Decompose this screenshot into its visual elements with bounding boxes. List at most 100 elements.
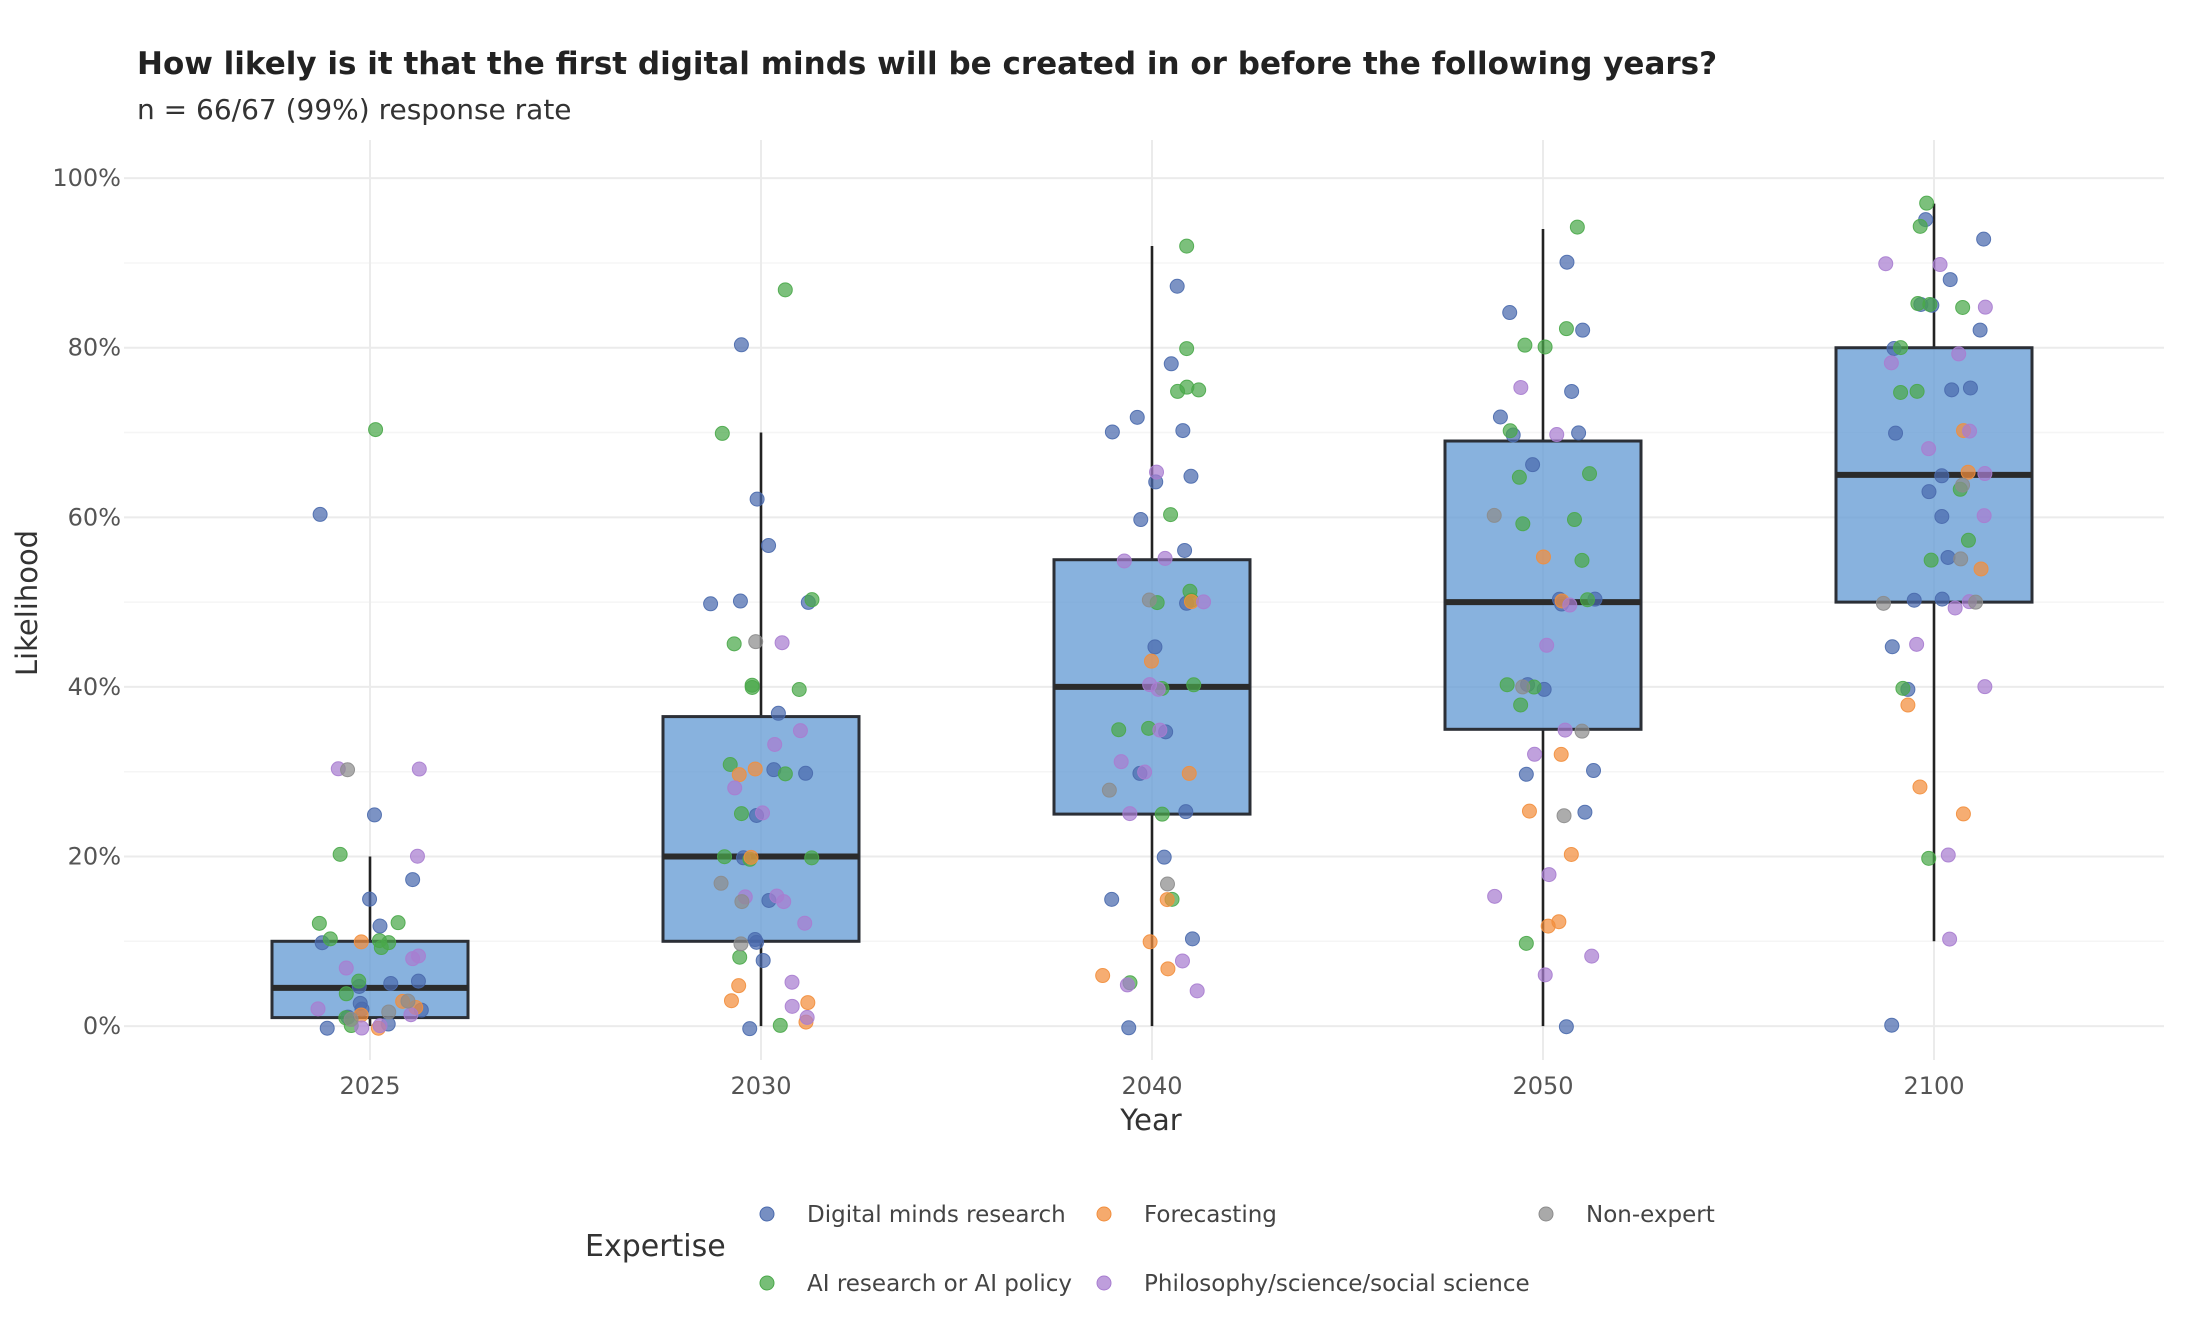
data-point <box>1888 425 1904 441</box>
data-point <box>1101 782 1117 798</box>
data-point <box>1571 425 1587 441</box>
data-point <box>1934 591 1950 607</box>
data-point <box>368 422 384 438</box>
boxplots <box>270 203 2034 1027</box>
data-point <box>1940 847 1956 863</box>
data-point <box>1557 722 1573 738</box>
data-point <box>1962 380 1978 396</box>
legend-key <box>759 1275 775 1291</box>
data-point <box>714 425 730 441</box>
data-point <box>1535 549 1551 565</box>
data-point <box>723 993 739 1009</box>
data-point <box>1923 552 1939 568</box>
data-point <box>792 723 808 739</box>
data-point <box>804 592 820 608</box>
data-point <box>769 888 785 904</box>
data-point <box>372 918 388 934</box>
chart-subtitle: n = 66/67 (99%) response rate <box>137 93 572 126</box>
data-point <box>1178 804 1194 820</box>
data-point <box>381 1004 397 1020</box>
data-point <box>1586 763 1602 779</box>
data-point <box>1556 808 1572 824</box>
data-point <box>1163 507 1179 523</box>
data-point <box>1184 931 1200 947</box>
data-point <box>1175 423 1191 439</box>
data-point <box>733 806 749 822</box>
data-point <box>1558 321 1574 337</box>
data-point <box>1487 888 1503 904</box>
data-point <box>1174 953 1190 969</box>
data-point <box>1900 697 1916 713</box>
data-point <box>1513 697 1529 713</box>
legend-key <box>759 1206 775 1222</box>
data-point <box>1141 592 1157 608</box>
data-point <box>732 593 748 609</box>
data-point <box>1156 849 1172 865</box>
data-point <box>1972 322 1988 338</box>
data-point <box>1511 469 1527 485</box>
data-point <box>1111 722 1127 738</box>
data-point <box>761 538 777 554</box>
data-point <box>1909 383 1925 399</box>
legend-label: AI research or AI policy <box>807 1271 1072 1297</box>
data-point <box>1179 379 1195 395</box>
data-point <box>372 1018 388 1034</box>
data-point <box>703 596 719 612</box>
data-point <box>1159 876 1175 892</box>
data-point <box>343 1011 359 1027</box>
legend-label: Non-expert <box>1586 1202 1715 1228</box>
legend-key <box>1096 1275 1112 1291</box>
data-point <box>731 767 747 783</box>
data-point <box>1551 914 1567 930</box>
data-point <box>1539 637 1555 653</box>
data-point <box>1579 592 1595 608</box>
data-point <box>1955 299 1971 315</box>
data-point <box>1183 468 1199 484</box>
data-point <box>1499 677 1515 693</box>
data-point <box>1884 639 1900 655</box>
data-point <box>726 636 742 652</box>
data-point <box>332 846 348 862</box>
data-point <box>1955 806 1971 822</box>
data-point <box>717 849 733 865</box>
data-point <box>1186 677 1202 693</box>
data-point <box>1955 477 1971 493</box>
chart-title: How likely is it that the first digital … <box>137 46 1717 82</box>
legend-key <box>1096 1206 1112 1222</box>
data-point <box>743 849 759 865</box>
data-point <box>1875 595 1891 611</box>
data-point <box>1895 680 1911 696</box>
data-point <box>1942 272 1958 288</box>
y-tick-label: 60% <box>68 503 121 531</box>
box <box>661 715 861 943</box>
data-point <box>713 875 729 891</box>
data-point <box>1179 238 1195 254</box>
data-point <box>733 936 749 952</box>
data-point <box>1119 977 1135 993</box>
data-point <box>784 974 800 990</box>
data-point <box>1502 305 1518 321</box>
data-point <box>353 934 369 950</box>
data-point <box>1159 892 1175 908</box>
data-point <box>1181 765 1197 781</box>
data-point <box>1154 806 1170 822</box>
data-point <box>1584 948 1600 964</box>
data-point <box>340 762 356 778</box>
data-point <box>1163 356 1179 372</box>
data-point <box>791 682 807 698</box>
data-point <box>1947 600 1963 616</box>
data-point <box>1177 542 1193 558</box>
data-point <box>1883 355 1899 371</box>
data-point <box>1893 384 1909 400</box>
y-tick-label: 80% <box>68 334 121 362</box>
data-point <box>310 1001 326 1017</box>
data-point <box>1179 341 1195 357</box>
data-point <box>1912 218 1928 234</box>
data-point <box>1977 679 1993 695</box>
data-point <box>1559 254 1575 270</box>
data-point <box>1553 746 1569 762</box>
data-point <box>1977 299 1993 315</box>
data-point <box>1515 516 1531 532</box>
data-point <box>1502 423 1518 439</box>
